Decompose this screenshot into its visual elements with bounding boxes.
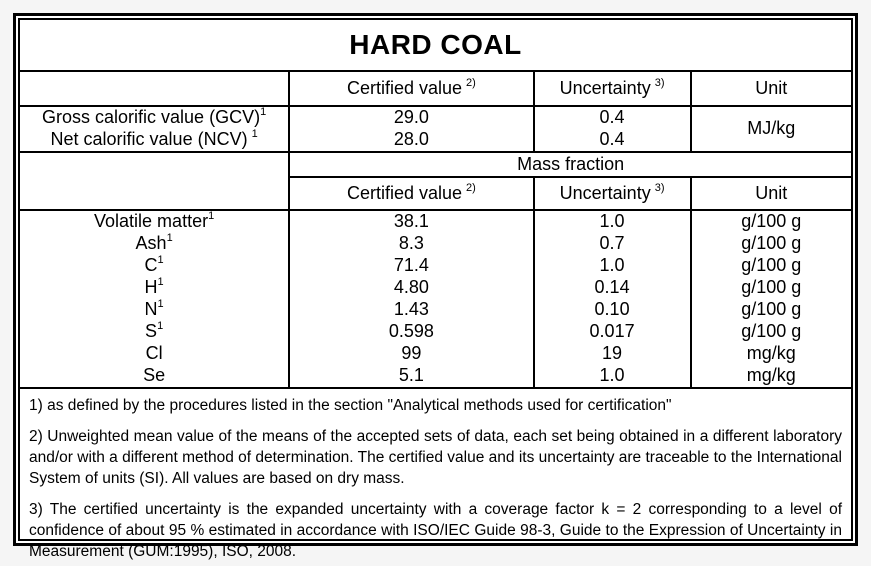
certified-value-cell: 99 — [289, 343, 535, 365]
uncertainty-cell: 1.0 — [533, 210, 692, 233]
unit-cell: g/100 g — [741, 299, 802, 320]
title-row: HARD COAL — [20, 20, 851, 72]
footnote-ref-1: 1 — [208, 210, 215, 223]
analyte-label: N — [144, 299, 158, 320]
mass-fraction-row: Mass fraction — [20, 152, 851, 211]
analyte-label: H — [144, 277, 158, 298]
table-row: Volatile matter1 38.1 1.0 g/100 g — [20, 210, 851, 233]
table-row: Ash1 8.3 0.7 g/100 g — [20, 233, 851, 255]
unit-cell: g/100 g — [741, 277, 802, 298]
header-certified-value-label: Certified value — [346, 77, 463, 98]
ncv-label: Net calorific value (NCV) — [50, 129, 248, 150]
certificate-outer-border: HARD COAL Certified value 2) Uncertainty 3… — [13, 13, 858, 560]
analyte-label: S — [145, 321, 158, 342]
footnote-ref-1: 1 — [251, 128, 258, 141]
footnote-ref-2: 2) — [466, 76, 476, 89]
header-uncertainty: Uncertainty 3) — [533, 71, 692, 107]
analyte-cell: Ash1 — [20, 232, 291, 255]
footnote-ref-3: 3) — [654, 181, 665, 194]
table-row: Cl 99 19 mg/kg — [20, 343, 851, 365]
analyte-label: Ash — [135, 233, 167, 254]
page-title: HARD COAL — [20, 20, 851, 72]
ncv-certified-value: 28.0 — [289, 129, 535, 153]
unit-cell: mg/kg — [746, 343, 796, 364]
gcv-uncertainty: 0.4 — [533, 106, 692, 129]
header-row-1: Certified value 2) Uncertainty 3) Unit — [20, 71, 851, 107]
gcv-label-cell: Gross calorific value (GCV)1 — [20, 106, 291, 129]
analyte-cell: H1 — [20, 276, 291, 299]
table-row: S1 0.598 0.017 g/100 g — [20, 321, 851, 343]
ncv-uncertainty: 0.4 — [533, 129, 692, 153]
certificate-table: HARD COAL Certified value 2) Uncertainty 3… — [20, 20, 851, 566]
table-row: N1 1.43 0.10 g/100 g — [20, 299, 851, 321]
footnote-ref-1: 1 — [157, 276, 164, 289]
certified-value-cell: 4.80 — [289, 277, 535, 299]
ncv-label-cell: Net calorific value (NCV) 1 — [20, 128, 291, 153]
certified-value-cell: 8.3 — [289, 233, 535, 255]
footnote-ref-2: 2) — [466, 181, 476, 194]
footnote-3: 3) The certified uncertainty is the expa… — [29, 501, 842, 560]
unit-cell: g/100 g — [741, 211, 802, 232]
analyte-cell: Volatile matter1 — [20, 210, 291, 233]
uncertainty-cell: 0.7 — [533, 233, 692, 255]
analyte-cell: Se — [20, 365, 291, 389]
header-row-2: Certified value 2) Uncertainty 3) Unit — [20, 177, 851, 211]
header-uncertainty-label: Uncertainty — [559, 77, 651, 98]
header-certified-value: Certified value 2) — [289, 177, 535, 211]
uncertainty-cell: 1.0 — [533, 255, 692, 277]
gcv-certified-value: 29.0 — [289, 106, 535, 129]
header-uncertainty: Uncertainty 3) — [533, 177, 692, 211]
unit-cell: mg/kg — [690, 365, 851, 389]
footnote-ref-1: 1 — [157, 254, 164, 267]
unit-cell: g/100 g — [741, 321, 802, 342]
footnote-ref-1: 1 — [166, 232, 173, 245]
uncertainty-cell: 0.14 — [533, 277, 692, 299]
analyte-label: C — [144, 255, 158, 276]
analyte-label: Se — [143, 365, 166, 386]
certified-value-cell: 5.1 — [289, 365, 535, 389]
analyte-cell: S1 — [20, 320, 291, 343]
certified-value-cell: 71.4 — [289, 255, 535, 277]
mass-fraction-label: Mass fraction — [289, 152, 851, 178]
uncertainty-cell: 19 — [533, 343, 692, 365]
ncv-row: Net calorific value (NCV) 1 28.0 0.4 — [20, 128, 851, 153]
footnotes-cell: 1) as defined by the procedures listed i… — [20, 388, 851, 566]
uncertainty-cell: 1.0 — [533, 365, 692, 389]
analyte-cell: C1 — [20, 254, 291, 277]
table-row: C1 71.4 1.0 g/100 g — [20, 255, 851, 277]
analyte-cell: N1 — [20, 298, 291, 321]
certificate-inner-border: HARD COAL Certified value 2) Uncertainty 3… — [18, 18, 853, 560]
footnote-ref-3: 3) — [654, 76, 665, 89]
footnote-ref-1: 1 — [157, 320, 164, 333]
header-certified-value: Certified value 2) — [289, 71, 535, 107]
header-unit: Unit — [690, 177, 851, 211]
gcv-row: Gross calorific value (GCV)1 29.0 0.4 MJ… — [20, 106, 851, 153]
uncertainty-cell: 0.017 — [533, 321, 692, 343]
calorific-unit: MJ/kg — [690, 106, 851, 153]
analyte-label: Volatile matter — [94, 211, 209, 232]
analyte-label: Cl — [145, 343, 163, 364]
header-certified-value-label: Certified value — [346, 182, 463, 203]
footnote-ref-1: 1 — [260, 106, 267, 119]
footnote-ref-1: 1 — [157, 298, 164, 311]
unit-cell: g/100 g — [741, 255, 802, 276]
header-uncertainty-label: Uncertainty — [559, 182, 651, 203]
table-row: H1 4.80 0.14 g/100 g — [20, 277, 851, 299]
gcv-label: Gross calorific value (GCV) — [42, 107, 261, 128]
certified-value-cell: 38.1 — [289, 210, 535, 233]
header-unit: Unit — [690, 71, 851, 107]
header-empty-cell — [20, 71, 291, 107]
footnote-1: 1) as defined by the procedures listed i… — [29, 397, 672, 414]
certified-value-cell: 0.598 — [289, 321, 535, 343]
certified-value-cell: 1.43 — [289, 299, 535, 321]
footnote-2: 2) Unweighted mean value of the means of… — [29, 428, 842, 487]
table-row: Se 5.1 1.0 mg/kg — [20, 365, 851, 389]
analyte-cell: Cl — [20, 343, 291, 365]
unit-cell: g/100 g — [741, 233, 802, 254]
uncertainty-cell: 0.10 — [533, 299, 692, 321]
mass-fraction-empty-cell — [20, 152, 291, 211]
footnotes-row: 1) as defined by the procedures listed i… — [20, 388, 851, 566]
